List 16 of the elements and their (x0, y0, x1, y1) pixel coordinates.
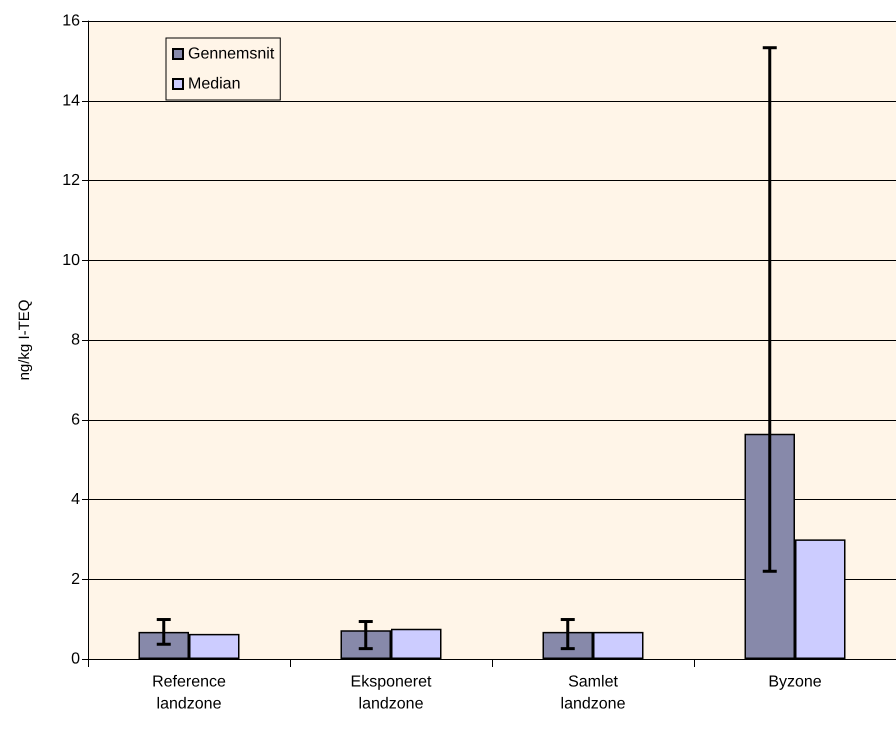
y-tick-label: 12 (62, 172, 80, 189)
x-tick-label: Byzone (768, 674, 822, 690)
x-tick-label: Reference landzone (152, 674, 226, 712)
y-axis-title: ng/kg I-TEQ (16, 300, 33, 380)
legend-label: Median (188, 76, 240, 92)
y-tick-label: 2 (71, 570, 80, 588)
y-tick-label: 14 (62, 92, 80, 110)
x-tick-label: Samlet landzone (560, 674, 626, 712)
y-tick-label: 16 (62, 12, 80, 30)
y-tick-label: 4 (71, 491, 80, 508)
y-tick-label: 0 (71, 650, 80, 668)
y-tick-label: 8 (71, 332, 80, 348)
legend-label: Gennemsnit (188, 46, 275, 62)
x-tick-label: Eksponeret landzone (350, 674, 432, 712)
y-tick-label: 6 (71, 411, 80, 428)
y-tick-label: 10 (62, 252, 80, 269)
